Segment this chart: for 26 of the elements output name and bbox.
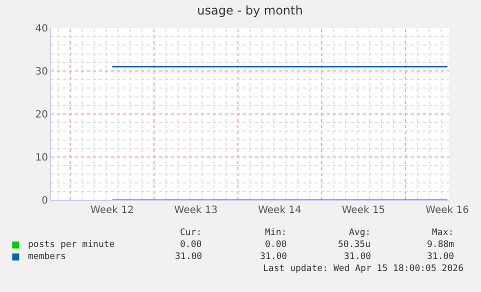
x-tick-label: Week 16 xyxy=(426,205,469,216)
chart-title: usage - by month xyxy=(197,3,303,18)
text: Min: xyxy=(265,228,287,238)
text: 50.35u xyxy=(338,240,371,250)
x-tick-label: Week 14 xyxy=(258,205,302,216)
text: Last update: Wed Apr 15 18:00:05 2026 xyxy=(263,264,464,274)
y-tick-label: 0 xyxy=(42,196,48,206)
legend-label: members xyxy=(28,252,66,262)
text: 31.00 xyxy=(175,252,202,262)
x-tick-label: Week 12 xyxy=(90,205,134,216)
text: Max: xyxy=(432,228,454,238)
text: 0.00 xyxy=(265,240,287,250)
text: Avg: xyxy=(349,228,371,238)
text: 9.88m xyxy=(427,240,454,250)
y-tick-label: 10 xyxy=(35,152,48,164)
text: 0.00 xyxy=(180,240,202,250)
x-tick-label: Week 13 xyxy=(174,205,218,216)
text: Cur: xyxy=(180,228,202,238)
text: 31.00 xyxy=(344,252,372,262)
y-tick-label: 20 xyxy=(35,110,48,120)
x-tick-label: Week 15 xyxy=(342,205,386,216)
y-tick-label: 40 xyxy=(35,24,48,34)
y-tick-label: 30 xyxy=(35,66,48,78)
text: 31.00 xyxy=(427,252,454,262)
legend-label: posts per minute xyxy=(28,240,115,250)
text: 31.00 xyxy=(260,252,288,262)
